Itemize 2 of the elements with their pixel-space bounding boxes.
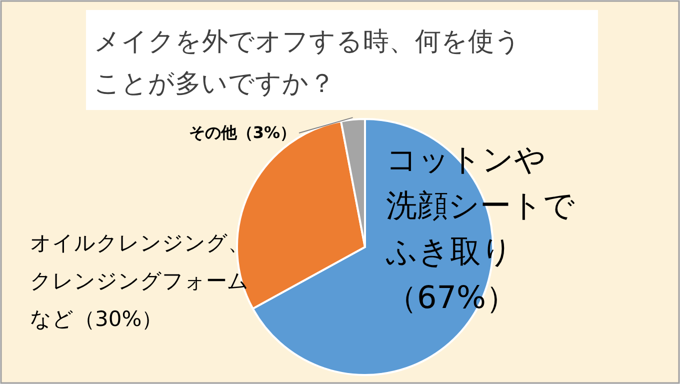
slice-label: その他（3%） (188, 123, 296, 142)
chart-title: メイクを外でオフする時、何を使うことが多いですか？ (94, 27, 521, 99)
